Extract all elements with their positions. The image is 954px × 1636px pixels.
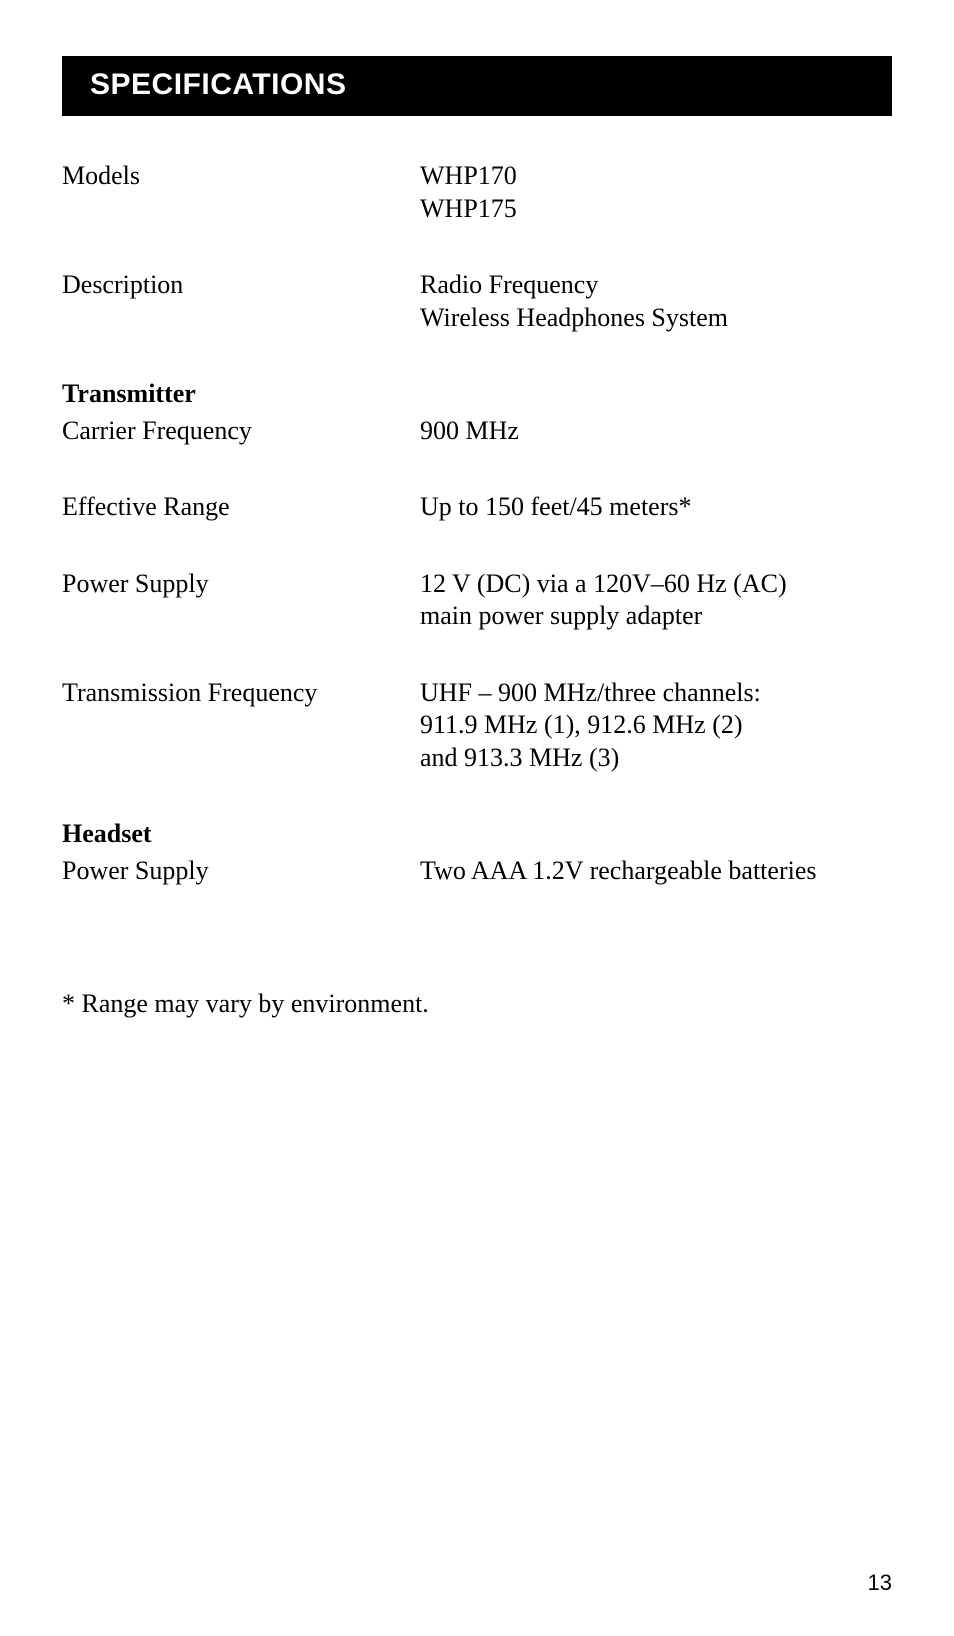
spec-row-transmission-frequency: Transmission Frequency UHF – 900 MHz/thr… (62, 677, 892, 819)
spec-row-carrier-frequency: Carrier Frequency 900 MHz (62, 415, 892, 492)
page-number: 13 (868, 1570, 892, 1596)
spec-section-transmitter: Transmitter (62, 378, 892, 415)
spec-section-label: Headset (62, 818, 420, 855)
spec-section-empty (420, 818, 892, 855)
spec-value: UHF – 900 MHz/three channels:911.9 MHz (… (420, 677, 892, 819)
footnote: * Range may vary by environment. (62, 989, 892, 1019)
spec-label: Power Supply (62, 568, 420, 677)
spec-row-power-supply-tx: Power Supply 12 V (DC) via a 120V–60 Hz … (62, 568, 892, 677)
spec-value: Up to 150 feet/45 meters* (420, 491, 892, 568)
spec-row-power-supply-hs: Power Supply Two AAA 1.2V rechargeable b… (62, 855, 892, 932)
spec-value: Radio FrequencyWireless Headphones Syste… (420, 269, 892, 378)
spec-row-description: Description Radio FrequencyWireless Head… (62, 269, 892, 378)
spec-table: Models WHP170WHP175 Description Radio Fr… (62, 160, 892, 931)
spec-label: Description (62, 269, 420, 378)
spec-value: WHP170WHP175 (420, 160, 892, 269)
spec-section-empty (420, 378, 892, 415)
spec-label: Transmission Frequency (62, 677, 420, 819)
spec-label: Power Supply (62, 855, 420, 932)
spec-label: Carrier Frequency (62, 415, 420, 492)
spec-section-label: Transmitter (62, 378, 420, 415)
page: SPECIFICATIONS Models WHP170WHP175 Descr… (0, 0, 954, 1636)
section-header-bar: SPECIFICATIONS (62, 56, 892, 116)
spec-value: 900 MHz (420, 415, 892, 492)
spec-value: 12 V (DC) via a 120V–60 Hz (AC)main powe… (420, 568, 892, 677)
spec-label: Effective Range (62, 491, 420, 568)
spec-value: Two AAA 1.2V rechargeable batteries (420, 855, 892, 932)
spec-row-models: Models WHP170WHP175 (62, 160, 892, 269)
section-header-title: SPECIFICATIONS (90, 68, 874, 102)
spec-label: Models (62, 160, 420, 269)
spec-row-effective-range: Effective Range Up to 150 feet/45 meters… (62, 491, 892, 568)
spec-section-headset: Headset (62, 818, 892, 855)
